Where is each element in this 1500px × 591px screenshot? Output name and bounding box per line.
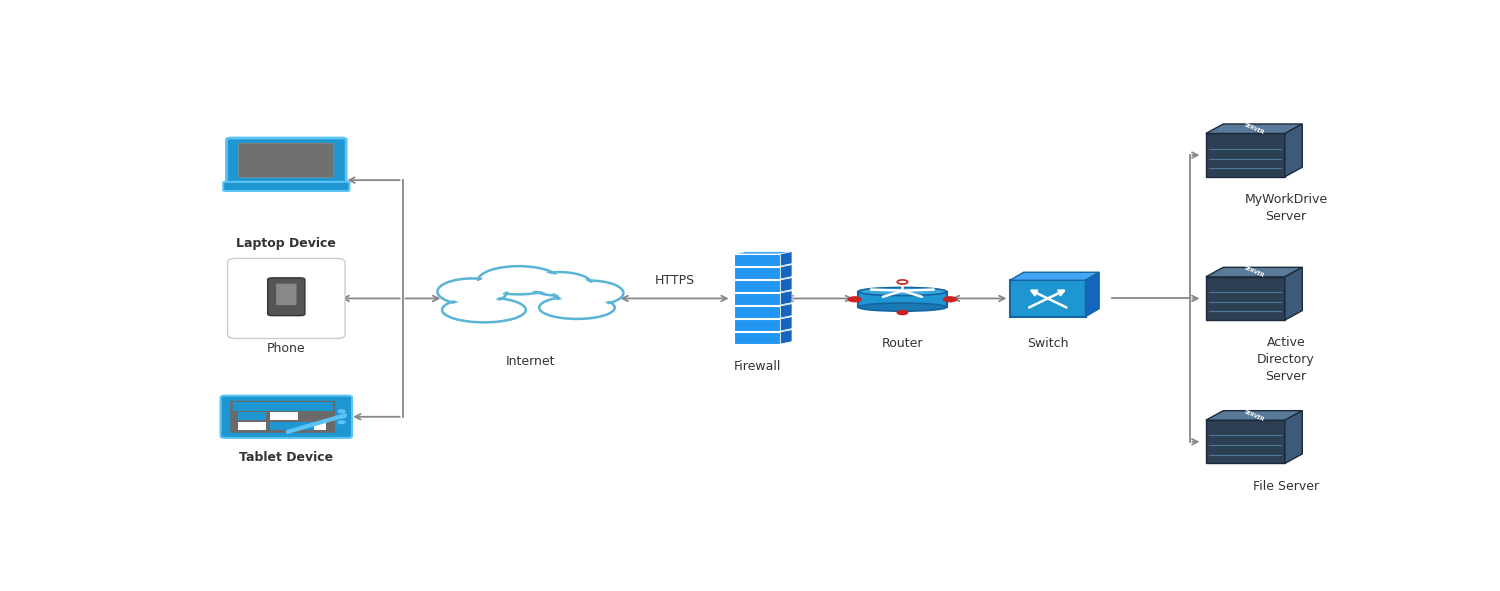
- FancyBboxPatch shape: [270, 422, 297, 430]
- Polygon shape: [780, 291, 792, 305]
- Polygon shape: [1206, 277, 1286, 320]
- Circle shape: [338, 421, 345, 424]
- Polygon shape: [1286, 124, 1302, 177]
- Ellipse shape: [441, 281, 504, 303]
- Polygon shape: [1206, 124, 1302, 134]
- FancyBboxPatch shape: [228, 258, 345, 339]
- Polygon shape: [734, 278, 792, 280]
- Polygon shape: [1086, 272, 1100, 317]
- Polygon shape: [858, 291, 946, 307]
- Polygon shape: [734, 330, 792, 332]
- Text: SERVER: SERVER: [1244, 122, 1264, 135]
- FancyBboxPatch shape: [237, 412, 266, 420]
- Circle shape: [338, 415, 345, 418]
- FancyBboxPatch shape: [238, 143, 334, 177]
- Polygon shape: [734, 267, 780, 279]
- Text: File Server: File Server: [1252, 479, 1318, 492]
- Text: Firewall: Firewall: [734, 360, 782, 373]
- Text: Switch: Switch: [1028, 337, 1068, 350]
- Polygon shape: [1010, 272, 1100, 280]
- Polygon shape: [780, 278, 792, 292]
- Text: Phone: Phone: [267, 342, 306, 355]
- Text: SERVER: SERVER: [1244, 409, 1264, 422]
- Polygon shape: [780, 265, 792, 279]
- Ellipse shape: [478, 266, 560, 294]
- FancyBboxPatch shape: [297, 422, 326, 430]
- Polygon shape: [734, 306, 780, 318]
- Text: Internet: Internet: [506, 355, 555, 368]
- Polygon shape: [780, 304, 792, 318]
- Polygon shape: [1206, 420, 1286, 463]
- FancyBboxPatch shape: [270, 422, 315, 430]
- Ellipse shape: [538, 296, 615, 319]
- Polygon shape: [734, 293, 780, 305]
- Polygon shape: [1286, 267, 1302, 320]
- Ellipse shape: [543, 298, 610, 317]
- FancyBboxPatch shape: [226, 138, 346, 184]
- Polygon shape: [734, 265, 792, 267]
- Polygon shape: [734, 304, 792, 306]
- FancyBboxPatch shape: [224, 182, 350, 191]
- Text: Laptop Device: Laptop Device: [237, 237, 336, 250]
- FancyBboxPatch shape: [231, 401, 334, 433]
- Text: MyWorkDrive
Server: MyWorkDrive Server: [1245, 193, 1328, 223]
- Ellipse shape: [897, 310, 908, 314]
- Polygon shape: [1010, 280, 1086, 317]
- Polygon shape: [734, 252, 792, 254]
- Polygon shape: [734, 254, 780, 266]
- Text: Router: Router: [882, 337, 922, 350]
- Ellipse shape: [528, 272, 591, 296]
- FancyBboxPatch shape: [237, 422, 266, 430]
- Ellipse shape: [442, 297, 526, 322]
- Polygon shape: [780, 330, 792, 344]
- Ellipse shape: [858, 303, 946, 311]
- FancyBboxPatch shape: [276, 284, 297, 305]
- Ellipse shape: [446, 300, 522, 320]
- Ellipse shape: [554, 281, 624, 306]
- Ellipse shape: [531, 274, 588, 294]
- Polygon shape: [780, 252, 792, 266]
- FancyBboxPatch shape: [220, 395, 352, 438]
- Polygon shape: [734, 332, 780, 344]
- Polygon shape: [734, 291, 792, 293]
- Ellipse shape: [858, 287, 946, 296]
- Polygon shape: [734, 317, 792, 319]
- Polygon shape: [1206, 411, 1302, 420]
- FancyBboxPatch shape: [232, 402, 333, 411]
- Ellipse shape: [482, 268, 556, 292]
- Polygon shape: [734, 280, 780, 292]
- Circle shape: [944, 297, 957, 302]
- Ellipse shape: [556, 282, 620, 303]
- FancyBboxPatch shape: [267, 278, 305, 316]
- Circle shape: [847, 297, 861, 302]
- Text: Active
Directory
Server: Active Directory Server: [1257, 336, 1316, 383]
- FancyBboxPatch shape: [270, 412, 297, 420]
- Ellipse shape: [438, 278, 507, 305]
- Polygon shape: [1286, 411, 1302, 463]
- Polygon shape: [1206, 267, 1302, 277]
- Polygon shape: [1206, 134, 1286, 177]
- Text: SERVER: SERVER: [1244, 265, 1264, 278]
- Circle shape: [338, 410, 345, 413]
- Polygon shape: [734, 319, 780, 331]
- Polygon shape: [780, 317, 792, 331]
- Text: Tablet Device: Tablet Device: [240, 451, 333, 464]
- Text: HTTPS: HTTPS: [654, 274, 694, 287]
